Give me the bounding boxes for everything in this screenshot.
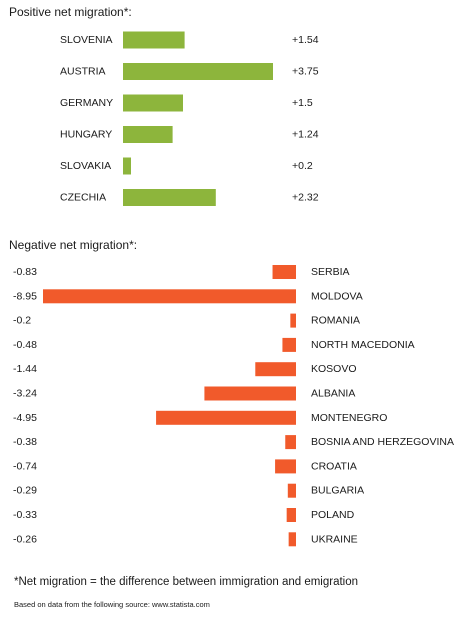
negative-category-label-poland: POLAND <box>311 509 355 521</box>
negative-bar-ukraine <box>288 532 296 547</box>
positive-section-title: Positive net migration*: <box>9 5 132 19</box>
source-note: Based on data from the following source:… <box>14 600 210 609</box>
negative-category-label-montenegro: MONTENEGRO <box>311 412 387 424</box>
positive-category-label-hungary: HUNGARY <box>60 129 112 141</box>
negative-category-label-serbia: SERBIA <box>311 266 350 278</box>
positive-category-label-slovakia: SLOVAKIA <box>60 160 111 172</box>
negative-category-label-bosnia-and-herzegovina: BOSNIA AND HERZEGOVINA <box>311 436 454 448</box>
negative-section-title: Negative net migration*: <box>9 238 138 252</box>
negative-value-label-montenegro: -4.95 <box>13 412 37 424</box>
negative-value-label-poland: -0.33 <box>13 509 37 521</box>
negative-value-label-croatia: -0.74 <box>13 460 37 472</box>
positive-category-label-austria: AUSTRIA <box>60 66 106 78</box>
positive-bar-germany <box>123 94 183 112</box>
positive-value-label-slovenia: +1.54 <box>292 34 319 46</box>
positive-bar-slovakia <box>123 157 131 175</box>
negative-value-label-moldova: -8.95 <box>13 290 37 302</box>
negative-category-label-kosovo: KOSOVO <box>311 363 357 375</box>
negative-category-label-ukraine: UKRAINE <box>311 533 358 545</box>
negative-bar-kosovo <box>255 362 296 377</box>
negative-bar-poland <box>286 508 296 522</box>
negative-value-label-kosovo: -1.44 <box>13 363 37 375</box>
negative-category-label-croatia: CROATIA <box>311 460 357 472</box>
positive-category-label-czechia: CZECHIA <box>60 192 106 204</box>
negative-bar-romania <box>290 313 296 328</box>
positive-bar-czechia <box>123 189 216 206</box>
negative-bar-bosnia-and-herzegovina <box>285 435 296 450</box>
negative-category-label-north-macedonia: NORTH MACEDONIA <box>311 339 415 351</box>
negative-bar-croatia <box>275 459 296 474</box>
negative-value-label-romania: -0.2 <box>13 315 31 327</box>
positive-bar-austria <box>123 63 273 80</box>
negative-category-label-bulgaria: BULGARIA <box>311 485 364 497</box>
negative-value-label-albania: -3.24 <box>13 388 37 400</box>
positive-value-label-slovakia: +0.2 <box>292 160 313 172</box>
negative-value-label-ukraine: -0.26 <box>13 533 37 545</box>
footnote: *Net migration = the difference between … <box>14 576 359 588</box>
positive-value-label-hungary: +1.24 <box>292 129 319 141</box>
negative-value-label-bosnia-and-herzegovina: -0.38 <box>13 436 37 448</box>
negative-bar-montenegro <box>156 410 296 425</box>
negative-bar-serbia <box>272 265 296 279</box>
negative-category-label-moldova: MOLDOVA <box>311 290 363 302</box>
negative-value-label-serbia: -0.83 <box>13 266 37 278</box>
negative-bar-albania <box>204 386 296 401</box>
positive-category-label-germany: GERMANY <box>60 97 113 109</box>
negative-value-label-north-macedonia: -0.48 <box>13 339 37 351</box>
positive-value-label-austria: +3.75 <box>292 66 319 78</box>
negative-category-label-albania: ALBANIA <box>311 388 355 400</box>
negative-bar-bulgaria <box>287 483 296 498</box>
negative-category-label-romania: ROMANIA <box>311 315 360 327</box>
positive-bar-hungary <box>123 126 173 143</box>
negative-bar-north-macedonia <box>282 337 296 352</box>
positive-value-label-germany: +1.5 <box>292 97 313 109</box>
positive-category-label-slovenia: SLOVENIA <box>60 34 113 46</box>
negative-value-label-bulgaria: -0.29 <box>13 485 37 497</box>
negative-bar-moldova <box>43 289 296 304</box>
positive-bar-slovenia <box>123 31 185 49</box>
positive-value-label-czechia: +2.32 <box>292 192 319 204</box>
